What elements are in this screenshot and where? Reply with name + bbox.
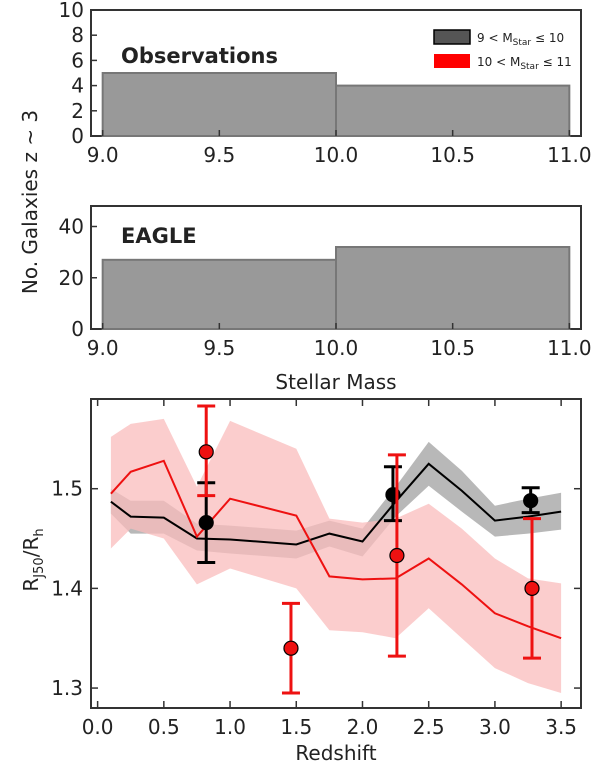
shared-y-axis-label: No. Galaxies z ~ 3 [18,110,42,294]
observation-point [283,640,299,656]
low-mass-median-line [110,462,562,546]
y-tick-label: 10 [59,0,84,22]
y-tick-label: 0 [71,124,84,148]
legend-label-high-mass: 10 < MStar ≤ 11 [477,55,572,72]
y-tick-label: 2 [71,99,84,123]
legend-label-low-mass: 9 < MStar ≤ 10 [477,31,564,48]
x-tick-label: 10.5 [430,336,475,360]
eagle-title: EAGLE [121,224,197,248]
observation-point [198,514,214,531]
y-tick-label: 1.4 [51,576,83,600]
y-tick-label: 1.5 [51,477,83,501]
x-tick-label: 1.5 [280,715,312,739]
redshift-axis-label: Redshift [295,741,376,765]
y-tick-label: 4 [71,74,84,98]
y-tick-label: 40 [59,215,84,239]
high-mass-band [110,418,562,693]
x-tick-label: 10.0 [314,336,359,360]
redshift-panel: 0.0 0.5 1.0 1.5 2.0 2.5 3.0 3.5 1.3 1.4 1.5 Redshi… [19,398,582,765]
x-tick-label: 11.0 [547,143,592,167]
x-tick-label: 9.5 [203,143,235,167]
stellar-mass-axis-label: Stellar Mass [275,370,396,394]
histogram-bar [335,84,571,137]
observation-point [198,444,214,460]
y-tick-label: 20 [59,266,84,290]
x-tick-label: 2.5 [413,715,445,739]
x-tick-label: 3.0 [479,715,511,739]
x-tick-label: 11.0 [547,336,592,360]
x-tick-label: 10.5 [430,143,475,167]
histogram-bar [101,258,337,330]
y-tick-label: 6 [71,48,84,72]
y-tick-label: 8 [71,23,84,47]
legend-swatch-black [433,29,471,45]
y-tick-label: 1.3 [51,676,83,700]
y-tick-label: 0 [71,317,84,341]
x-tick-label: 3.5 [545,715,577,739]
x-tick-label: 10.0 [314,143,359,167]
ratio-axis-label: RJ50/Rh [19,528,47,591]
histogram-bar [335,246,571,330]
x-tick-label: 9.0 [87,336,119,360]
observation-point [524,580,540,596]
legend: 9 < MStar ≤ 10 10 < MStar ≤ 11 [433,29,572,72]
x-tick-label: 2.0 [347,715,379,739]
observation-point [389,547,405,564]
observations-title: Observations [121,44,278,68]
histogram-bar [101,72,337,137]
x-tick-label: 0.5 [148,715,180,739]
high-mass-median-line [110,459,562,640]
x-tick-label: 1.0 [214,715,246,739]
eagle-panel: 9.0 9.5 10.0 10.5 11.0 0 20 40 EAGLE Stellar Ma… [59,205,592,394]
x-tick-label: 9.5 [203,336,235,360]
x-tick-label: 9.0 [87,143,119,167]
x-tick-label: 0.0 [82,715,114,739]
legend-swatch-red [434,54,470,68]
observation-point [523,493,539,509]
